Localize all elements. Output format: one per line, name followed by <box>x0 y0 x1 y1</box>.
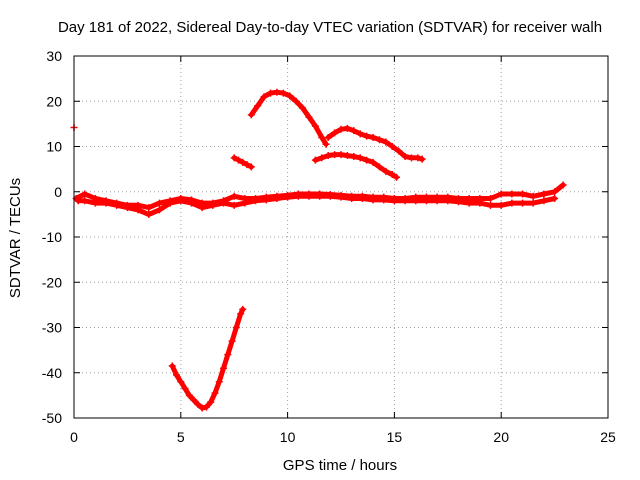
y-tick-label: 10 <box>46 139 62 155</box>
y-tick-label: 20 <box>46 93 62 109</box>
chart-background <box>0 0 640 480</box>
x-axis-label: GPS time / hours <box>283 457 397 474</box>
chart: 0 5 10 15 20 25 -50 -40 -30 -20 -10 0 10 20 30 Day 181… <box>0 0 640 480</box>
y-axis-label: SDTVAR / TECUs <box>7 178 24 298</box>
x-tick-label: 5 <box>177 429 185 445</box>
chart-title: Day 181 of 2022, Sidereal Day-to-day VTE… <box>58 19 602 36</box>
x-tick-label: 10 <box>280 429 296 445</box>
x-tick-label: 0 <box>70 429 78 445</box>
x-tick-label: 25 <box>600 429 616 445</box>
x-tick-label: 15 <box>387 429 403 445</box>
y-tick-label: -10 <box>42 229 62 245</box>
y-tick-label: -20 <box>42 274 62 290</box>
x-tick-label: 20 <box>493 429 509 445</box>
y-tick-label: -40 <box>42 365 62 381</box>
y-tick-label: 30 <box>46 48 62 64</box>
y-tick-label: 0 <box>54 184 62 200</box>
y-tick-label: -50 <box>42 410 62 426</box>
y-tick-label: -30 <box>42 320 62 336</box>
